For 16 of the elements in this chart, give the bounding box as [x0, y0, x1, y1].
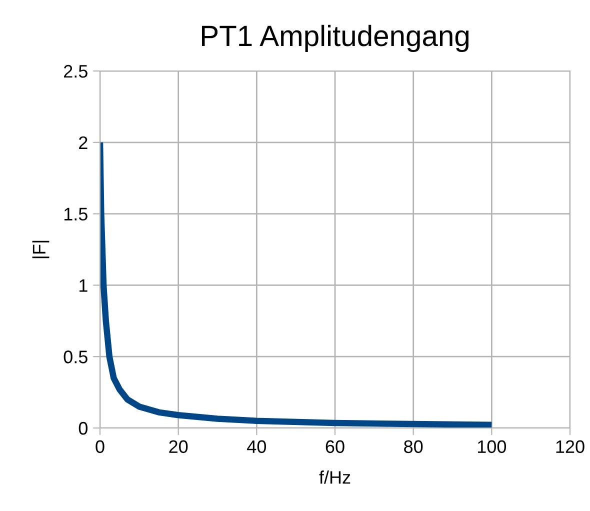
- x-tick-label: 40: [247, 440, 266, 454]
- x-tick-label: 0: [96, 440, 104, 454]
- y-tick-label: 1: [80, 279, 88, 292]
- x-tick-label: 120: [556, 440, 584, 454]
- y-tick-label: 0.5: [64, 350, 88, 364]
- y-tick-label: 0: [78, 422, 88, 435]
- y-tick-label: 1.5: [64, 208, 88, 221]
- x-tick-label: 60: [326, 440, 344, 454]
- x-axis-title: f/Hz: [319, 470, 350, 484]
- x-tick-label: 20: [169, 440, 188, 454]
- y-tick-label: 2: [79, 136, 88, 149]
- y-axis-title: |F|: [32, 240, 50, 258]
- y-tick-label: 2.5: [64, 64, 88, 78]
- x-tick-label: 100: [478, 440, 506, 454]
- chart-title: PT1 Amplitudengang: [202, 24, 469, 52]
- x-tick-label: 80: [404, 440, 423, 454]
